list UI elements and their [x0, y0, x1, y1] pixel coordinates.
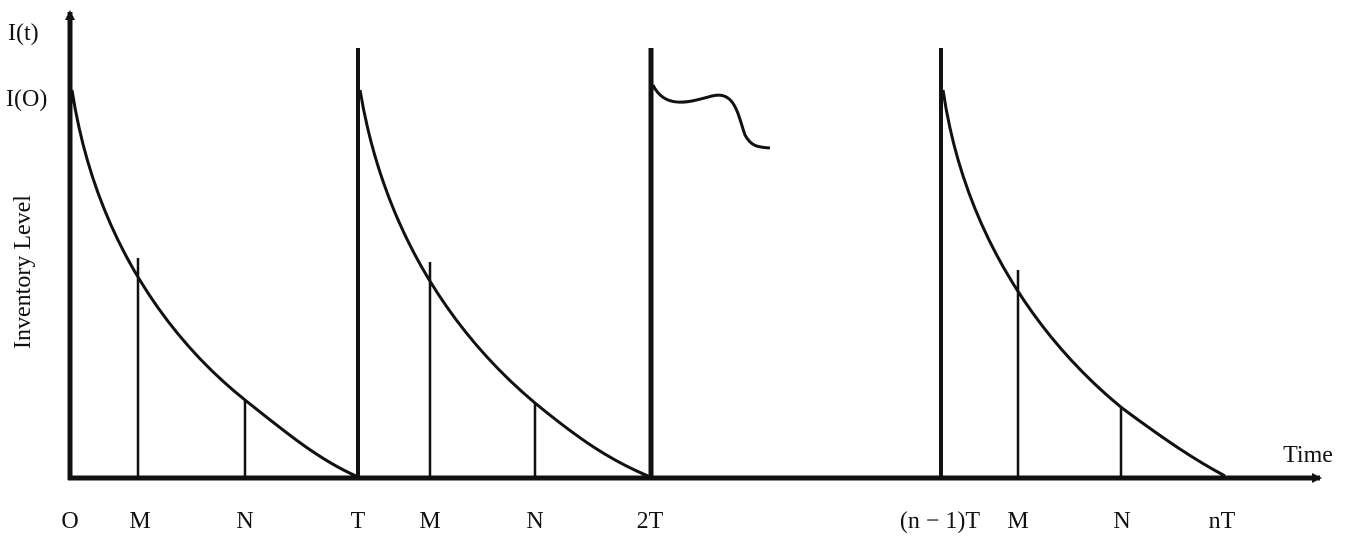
- x-label: T: [351, 508, 366, 534]
- inventory-curve: [358, 89, 649, 478]
- y-title: Inventory Level: [10, 195, 36, 349]
- x-label: O: [61, 508, 78, 534]
- inventory-curve: [70, 89, 357, 478]
- y-top-label: I(t): [8, 20, 39, 46]
- x-label: nT: [1209, 508, 1236, 534]
- x-label: N: [526, 508, 543, 534]
- x-label: M: [1007, 508, 1028, 534]
- x-label: 2T: [637, 508, 664, 534]
- x-label: M: [419, 508, 440, 534]
- x-label: (n − 1)T: [900, 508, 981, 534]
- wave: [651, 84, 771, 150]
- x-label: N: [1113, 508, 1130, 534]
- x-label: M: [129, 508, 150, 534]
- x-title: Time: [1283, 442, 1333, 468]
- x-label: N: [236, 508, 253, 534]
- y-start-label: I(O): [6, 86, 47, 112]
- inventory-curve: [941, 89, 1226, 478]
